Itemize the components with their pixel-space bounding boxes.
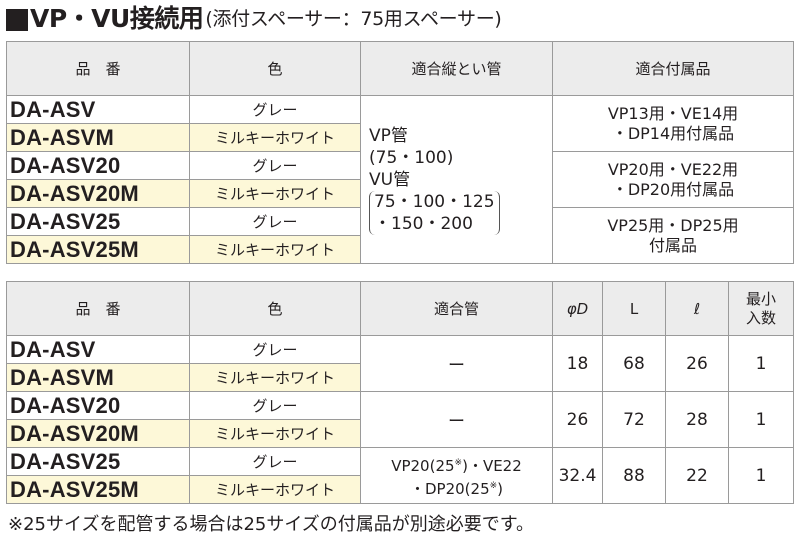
accessory-cell: VP25用・DP25用 付属品 xyxy=(552,207,794,264)
l-value: 72 xyxy=(602,391,666,448)
product-color: ミルキーホワイト xyxy=(189,179,361,208)
pipe-vu-sizes-2: ・150・200 xyxy=(374,213,473,234)
product-code: DA-ASV20 xyxy=(6,391,190,420)
pipe-value: ー xyxy=(360,335,553,392)
product-color: ミルキーホワイト xyxy=(189,123,361,152)
product-code: DA-ASV25M xyxy=(6,235,190,264)
square-bullet-icon xyxy=(6,9,28,31)
product-color: グレー xyxy=(189,151,361,180)
title-sub: (添付スペーサー：75用スペーサー) xyxy=(205,8,502,30)
header-color: 色 xyxy=(189,41,361,96)
accessory-cell: VP20用・VE22用 ・DP20用付属品 xyxy=(552,151,794,208)
pipe-vu-sizes-1: 75・100・125 xyxy=(374,191,495,212)
header-min-qty: 最小 入数 xyxy=(728,281,794,336)
min-qty-value: 1 xyxy=(728,335,794,392)
header-phi-d: φD xyxy=(552,281,603,336)
product-color: グレー xyxy=(189,95,361,124)
section-title: VP・VU接続用 (添付スペーサー：75用スペーサー) xyxy=(6,2,502,36)
product-code: DA-ASV20M xyxy=(6,419,190,448)
product-color: ミルキーホワイト xyxy=(189,419,361,448)
accessory-line: VP25用・DP25用 xyxy=(607,215,739,235)
accessory-line: 付属品 xyxy=(648,235,697,255)
accessory-line: ・DP20用付属品 xyxy=(611,179,735,199)
product-code: DA-ASV25 xyxy=(6,447,190,476)
l-value: 68 xyxy=(602,335,666,392)
pipe-line-1: VP20(25※)・VE22 xyxy=(362,453,552,476)
header-min-qty-2: 入数 xyxy=(745,308,776,327)
accessory-line: ・DP14用付属品 xyxy=(611,123,735,143)
compatibility-table: 品 番 色 適合縦とい管 適合付属品 DA-ASV グレー VP管 (75・10… xyxy=(6,41,794,264)
phi-d-value: 26 xyxy=(552,391,603,448)
product-color: ミルキーホワイト xyxy=(189,475,361,504)
header-pipe: 適合縦とい管 xyxy=(360,41,553,96)
accessory-line: VP20用・VE22用 xyxy=(607,159,739,179)
pipe-vu: VU管 xyxy=(369,169,411,190)
product-code: DA-ASV20M xyxy=(6,179,190,208)
pipe-vp: VP管 xyxy=(369,125,408,146)
product-color: ミルキーホワイト xyxy=(189,235,361,264)
product-code: DA-ASV xyxy=(6,95,190,124)
pipe-text: )・VE22 xyxy=(462,456,522,475)
accessory-cell: VP13用・VE14用 ・DP14用付属品 xyxy=(552,95,794,152)
pipe-value: VP20(25※)・VE22 ・DP20(25※) xyxy=(360,447,553,504)
product-color: グレー xyxy=(189,207,361,236)
product-code: DA-ASV xyxy=(6,335,190,364)
phi-d-value: 32.4 xyxy=(552,447,603,504)
header-ell: ℓ xyxy=(665,281,729,336)
header-l: L xyxy=(602,281,666,336)
product-color: ミルキーホワイト xyxy=(189,363,361,392)
ell-value: 22 xyxy=(665,447,729,504)
footnote: ※25サイズを配管する場合は25サイズの付属品が別途必要です。 xyxy=(8,514,535,535)
product-code: DA-ASVM xyxy=(6,123,190,152)
pipe-text: ) xyxy=(497,479,504,498)
product-color: グレー xyxy=(189,391,361,420)
product-code: DA-ASVM xyxy=(6,363,190,392)
min-qty-value: 1 xyxy=(728,447,794,504)
header-code: 品 番 xyxy=(6,281,190,336)
header-pipe: 適合管 xyxy=(360,281,553,336)
header-min-qty-1: 最小 xyxy=(745,289,776,308)
product-code: DA-ASV25 xyxy=(6,207,190,236)
header-code: 品 番 xyxy=(6,41,190,96)
product-color: グレー xyxy=(189,447,361,476)
pipe-value: ー xyxy=(360,391,553,448)
dimensions-table: 品 番 色 適合管 φD L ℓ 最小 入数 DA-ASV グレー ー 18 6… xyxy=(6,281,794,504)
product-color: グレー xyxy=(189,335,361,364)
min-qty-value: 1 xyxy=(728,391,794,448)
accessory-line: VP13用・VE14用 xyxy=(607,103,739,123)
product-code: DA-ASV20 xyxy=(6,151,190,180)
note-mark: ※ xyxy=(454,457,463,468)
pipe-vp-sizes: (75・100) xyxy=(369,147,454,168)
phi-d-value: 18 xyxy=(552,335,603,392)
title-main: VP・VU接続用 xyxy=(30,4,204,33)
compatible-pipe-cell: VP管 (75・100) VU管 75・100・125 ・150・200 xyxy=(360,95,553,264)
pipe-text: ・DP20(25 xyxy=(409,479,490,498)
note-mark: ※ xyxy=(489,480,498,491)
ell-value: 28 xyxy=(665,391,729,448)
ell-value: 26 xyxy=(665,335,729,392)
product-code: DA-ASV25M xyxy=(6,475,190,504)
pipe-vu-sizes: 75・100・125 ・150・200 xyxy=(369,190,500,235)
l-value: 88 xyxy=(602,447,666,504)
pipe-line-2: ・DP20(25※) xyxy=(362,476,552,499)
pipe-text: VP20(25 xyxy=(391,456,455,475)
header-color: 色 xyxy=(189,281,361,336)
header-accessory: 適合付属品 xyxy=(552,41,794,96)
